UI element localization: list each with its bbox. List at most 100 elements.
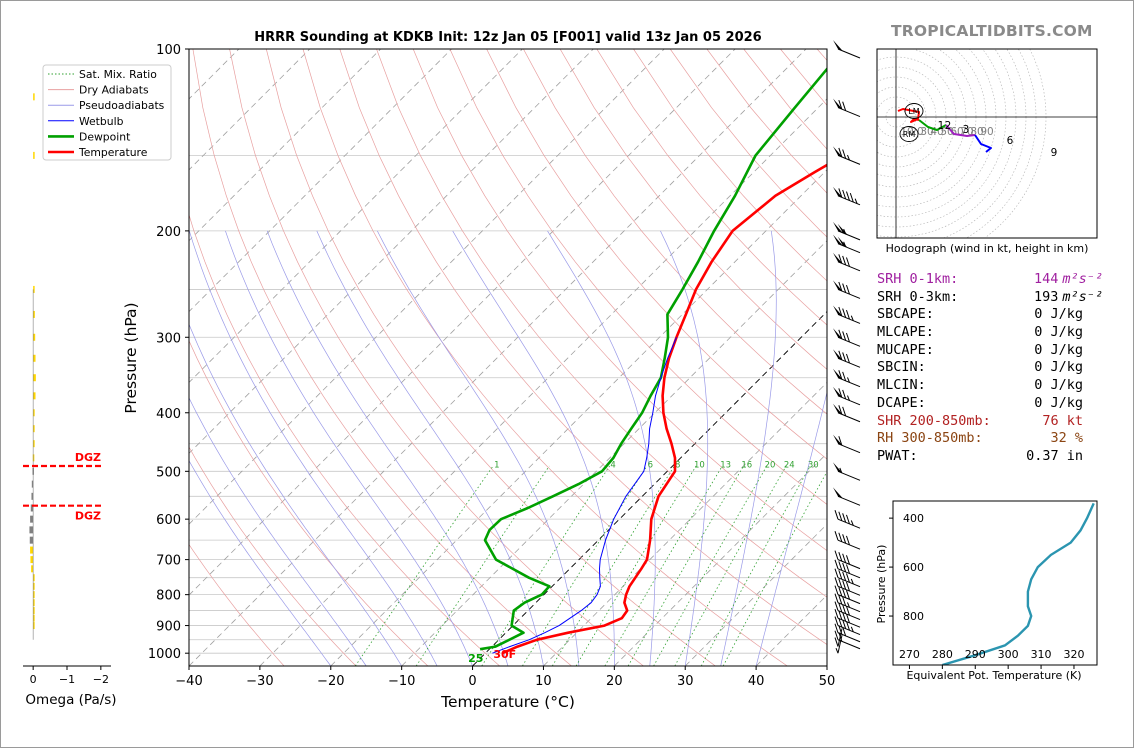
theta-e-frame xyxy=(893,501,1097,665)
hodograph-caption: Hodograph (wind in kt, height in km) xyxy=(886,242,1089,255)
wind-barb-flag xyxy=(835,569,838,578)
wind-barb-flag xyxy=(835,531,838,540)
param-label: MUCAPE: xyxy=(877,342,934,360)
param-value-number: 0 J/kg xyxy=(1034,395,1083,411)
y-tick-label: 500 xyxy=(156,465,181,480)
mixing-ratio-label: 10 xyxy=(694,461,705,471)
pseudoadiabat-line xyxy=(189,231,437,666)
theta-e-y-tick-label: 800 xyxy=(903,610,924,623)
param-value-number: 0 J/kg xyxy=(1034,306,1083,322)
param-row: MLCAPE: 0 J/kg xyxy=(877,324,1107,342)
isotherm-line xyxy=(260,49,877,666)
wind-barb xyxy=(833,99,860,117)
mixing-ratio-label: 1 xyxy=(494,461,499,471)
theta-e-y-label: Pressure (hPa) xyxy=(875,545,888,624)
x-tick-label: 10 xyxy=(535,674,552,689)
y-tick-label: 700 xyxy=(156,554,181,569)
wind-barb-flag xyxy=(835,577,838,586)
pseudoadiabat-line xyxy=(548,231,656,666)
omega-bar xyxy=(30,547,33,554)
param-value: 0 J/kg xyxy=(1034,377,1083,395)
pseudoadiabat-line xyxy=(721,231,777,666)
hodograph-height-label: 3 xyxy=(963,124,970,136)
hodograph-height-label: 6 xyxy=(1007,135,1014,147)
wind-barb-flag xyxy=(835,510,838,519)
hodograph-height-label: 1 xyxy=(938,120,945,132)
param-value: 0 J/kg xyxy=(1034,324,1083,342)
x-axis-label: Temperature (°C) xyxy=(440,693,575,711)
param-row: SHR 200-850mb:76 kt xyxy=(877,413,1107,431)
omega-bar xyxy=(30,537,33,544)
x-tick-label: −40 xyxy=(175,674,202,689)
mixing-ratio-label: 20 xyxy=(765,461,776,471)
wind-barb xyxy=(835,510,860,528)
wind-barb xyxy=(833,280,860,298)
y-tick-label: 900 xyxy=(156,620,181,635)
param-label: SBCAPE: xyxy=(877,306,934,324)
param-value: 0 J/kg xyxy=(1034,342,1083,360)
param-label: MLCIN: xyxy=(877,377,926,395)
param-label: DCAPE: xyxy=(877,395,926,413)
dry-adiabat-line xyxy=(303,49,787,666)
wind-barb xyxy=(833,487,860,505)
omega-bar xyxy=(30,516,33,523)
omega-x-tick-label: −2 xyxy=(93,673,109,686)
mixing-ratio-label: 16 xyxy=(741,461,752,471)
theta-e-y-tick-label: 600 xyxy=(903,561,924,574)
param-row: SBCIN: 0 J/kg xyxy=(877,359,1107,377)
param-value-number: 0 J/kg xyxy=(1034,377,1083,393)
pseudoadiabat-line xyxy=(157,231,401,666)
wind-barb xyxy=(833,253,860,271)
param-row: MUCAPE: 0 J/kg xyxy=(877,342,1107,360)
param-label: SBCIN: xyxy=(877,359,926,377)
skew-t-axes-frame xyxy=(189,49,827,666)
omega-bar xyxy=(31,565,33,572)
dry-adiabat-line xyxy=(266,49,715,666)
param-unit: m²s⁻² xyxy=(1062,271,1103,287)
wind-barb xyxy=(835,531,860,549)
param-row: RH 300-850mb:32 % xyxy=(877,430,1107,448)
param-value: 0 J/kg xyxy=(1034,359,1083,377)
x-tick-label: −10 xyxy=(388,674,415,689)
dry-adiabat-line xyxy=(230,49,644,666)
omega-bar xyxy=(30,556,33,563)
hodograph-height-label: 2 xyxy=(945,120,952,132)
wind-barb xyxy=(833,305,860,323)
theta-e-x-tick-label: 280 xyxy=(932,648,953,661)
param-row: DCAPE: 0 J/kg xyxy=(877,395,1107,413)
legend-label: Pseudoadiabats xyxy=(79,99,165,112)
mixing-ratio-label: 30 xyxy=(808,461,819,471)
wind-barb xyxy=(833,146,860,164)
wind-barb xyxy=(833,387,860,405)
wind-barb-shaft xyxy=(838,231,860,240)
legend-label: Wetbulb xyxy=(79,115,124,128)
wind-barb xyxy=(833,369,860,387)
param-value: 0.37 in xyxy=(1026,448,1083,466)
y-tick-label: 1000 xyxy=(148,647,181,662)
mixing-ratio-label: 13 xyxy=(720,461,731,471)
omega-bar xyxy=(33,334,35,341)
theta-e-x-label: Equivalent Pot. Temperature (K) xyxy=(906,669,1081,682)
param-value-number: 193 xyxy=(1034,289,1058,305)
param-row: PWAT: 0.37 in xyxy=(877,448,1107,466)
param-row: MLCIN: 0 J/kg xyxy=(877,377,1107,395)
dry-adiabat-line xyxy=(193,49,572,666)
surface-temperature-label: 30F xyxy=(493,648,516,661)
omega-x-tick-label: −1 xyxy=(59,673,75,686)
x-tick-label: 0 xyxy=(468,674,476,689)
param-label: MLCAPE: xyxy=(877,324,934,342)
omega-bar xyxy=(33,374,36,381)
param-value-number: 0.37 in xyxy=(1026,448,1083,464)
param-label: PWAT: xyxy=(877,448,918,466)
wind-barb xyxy=(833,328,860,346)
param-value-number: 144 xyxy=(1034,271,1058,287)
param-value: 0 J/kg xyxy=(1034,306,1083,324)
y-axis-label: Pressure (hPa) xyxy=(122,302,140,413)
param-value-number: 32 % xyxy=(1050,430,1083,446)
param-value-number: 0 J/kg xyxy=(1034,342,1083,358)
param-row: SBCAPE: 0 J/kg xyxy=(877,306,1107,324)
legend-label: Sat. Mix. Ratio xyxy=(79,68,157,81)
x-tick-label: 20 xyxy=(606,674,623,689)
